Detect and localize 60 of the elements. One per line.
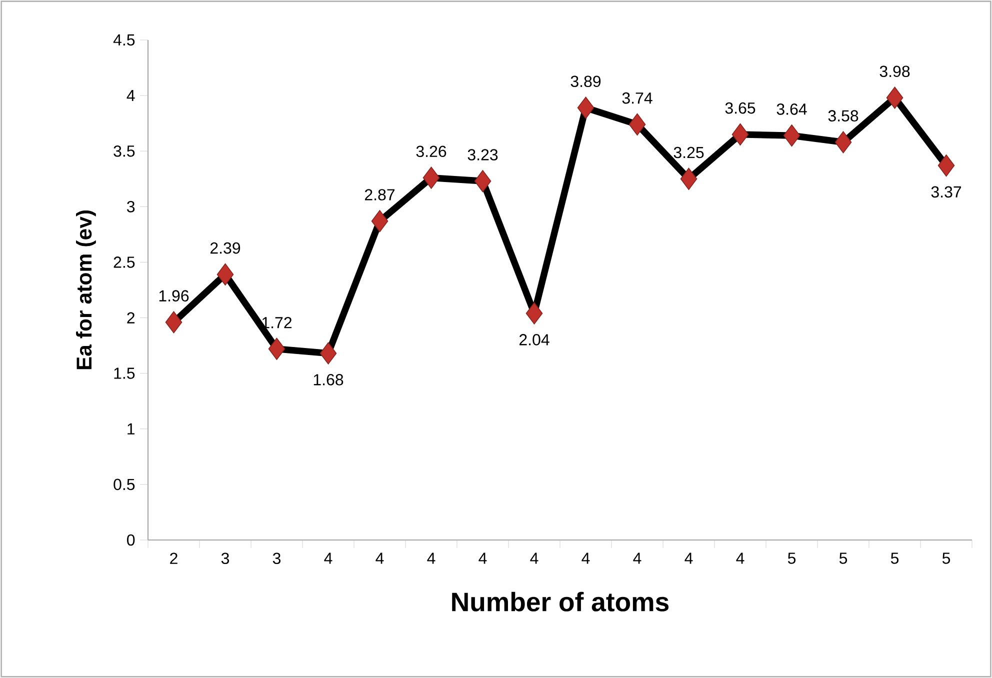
y-tick-label: 4.5 [113,34,135,46]
x-tick-label: 5 [839,552,848,564]
point [886,86,904,109]
y-tick-label: 4 [126,90,135,102]
x-tick-label: 2 [170,552,178,564]
x-tick-label: 5 [942,552,950,564]
y-tick-label: 2 [127,312,134,324]
point [834,131,852,154]
data-label: 1.96 [159,290,189,302]
point [371,210,388,232]
data-label: 3.64 [776,104,807,115]
point [165,311,182,334]
data-label: 3.65 [725,102,756,114]
data-label: 3.58 [828,110,858,122]
x-tick-label: 4 [324,552,332,564]
x-tick-label: 3 [221,552,229,564]
y-tick-label: 0.5 [114,478,135,490]
x-tick-label: 4 [478,552,487,564]
data-label: 3.26 [416,146,446,158]
x-tick-label: 4 [376,552,384,564]
data-label: 2.04 [519,334,550,346]
x-tick-label: 4 [633,552,642,564]
data-label: 3.25 [674,146,704,158]
point [216,263,234,286]
data-label: 1.68 [314,374,344,386]
point [628,113,646,136]
point [732,123,749,146]
y-axis-title: Ea for atom (ev) [76,210,96,370]
y-tick-label: 3.5 [114,145,135,157]
x-tick-label: 3 [272,552,280,564]
data-label: 3.98 [880,66,910,78]
data-label: 3.23 [468,149,498,160]
point [526,302,543,324]
point [474,170,492,192]
data-label: 2.87 [364,189,395,200]
data-label: 1.72 [262,317,292,328]
x-tick-label: 4 [427,552,436,564]
y-tick-label: 1.5 [114,368,135,379]
y-tick-label: 2.5 [114,256,135,268]
x-tick-label: 4 [736,552,744,564]
y-tick-label: 3 [126,201,135,212]
data-label: 3.74 [622,92,652,104]
y-tick-label: 1 [128,423,135,434]
data-label: 3.89 [570,76,601,88]
point [320,342,337,364]
y-tick-label: 0 [127,534,135,546]
x-axis-title: Number of atoms [452,592,669,612]
x-tick-label: 4 [582,552,590,564]
x-tick-label: 5 [788,552,796,564]
point [422,166,440,189]
x-tick-label: 4 [530,552,538,564]
point [577,96,594,119]
x-tick-label: 5 [890,552,899,564]
point [680,168,698,190]
point [938,154,955,177]
data-label: 2.39 [210,242,240,254]
point [783,124,800,147]
data-label: 3.37 [931,186,962,198]
x-tick-label: 4 [684,552,693,564]
point [268,338,286,360]
